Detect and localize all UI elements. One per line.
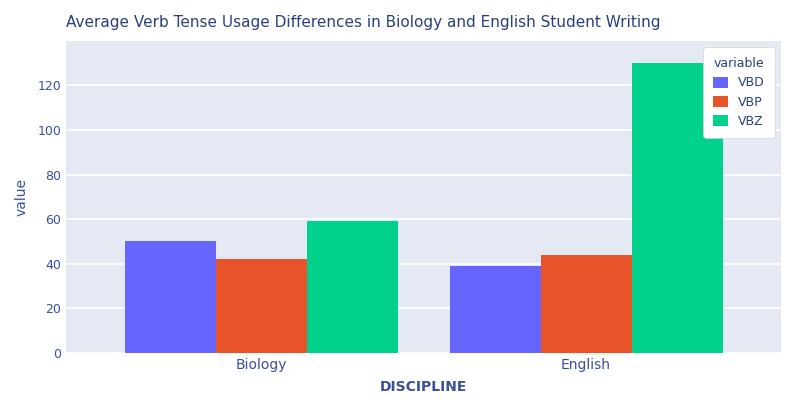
Bar [631,63,723,353]
X-axis label: DISCIPLINE: DISCIPLINE [380,380,467,394]
Bar [306,221,397,353]
Legend: VBD, VBP, VBZ: VBD, VBP, VBZ [703,47,775,138]
Bar [540,255,631,353]
Bar [450,266,540,353]
Bar [124,241,216,353]
Bar [216,259,306,353]
Text: Average Verb Tense Usage Differences in Biology and English Student Writing: Average Verb Tense Usage Differences in … [66,15,661,30]
Y-axis label: value: value [15,178,29,216]
